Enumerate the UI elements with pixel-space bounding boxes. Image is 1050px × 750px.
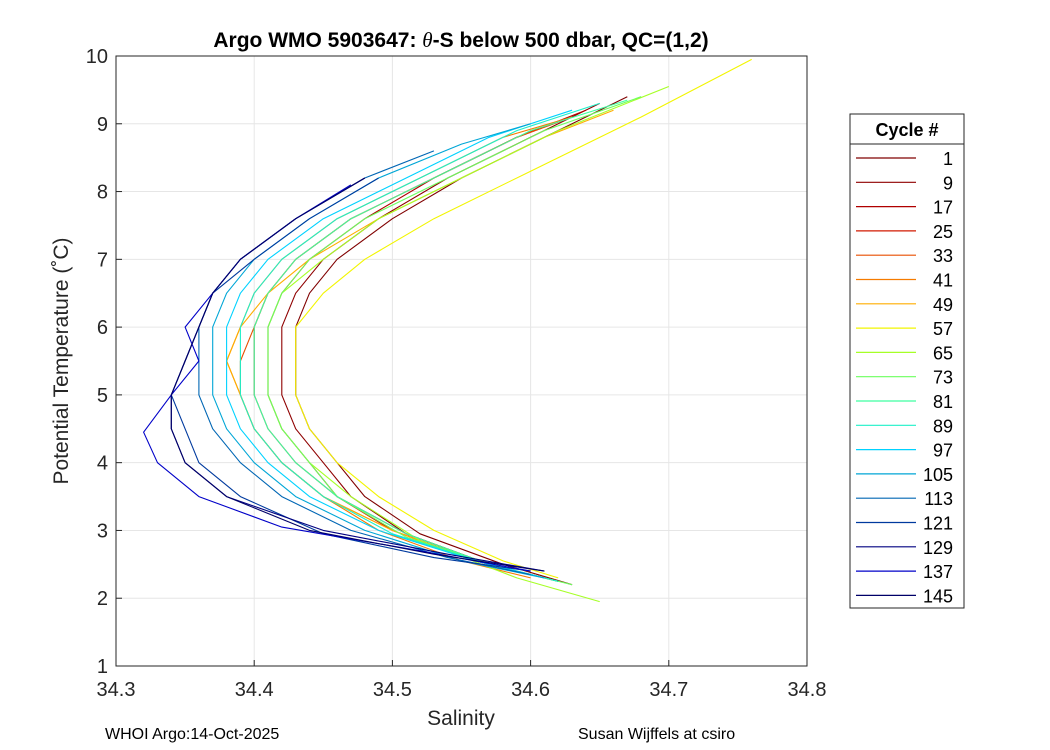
legend-label-81: 81: [933, 392, 953, 412]
series-line-cycle-57: [295, 58, 752, 579]
series-line-cycle-145: [170, 177, 545, 572]
series-line-cycle-81: [253, 99, 628, 582]
legend-label-49: 49: [933, 295, 953, 315]
legend-label-105: 105: [923, 465, 953, 485]
y-tick-label: 7: [97, 249, 108, 271]
legend-label-25: 25: [933, 222, 953, 242]
series-layer: [143, 58, 752, 603]
x-tick-label: 34.7: [649, 679, 688, 701]
legend-label-1: 1: [943, 149, 953, 169]
legend-label-41: 41: [933, 271, 953, 291]
y-tick-label: 10: [86, 46, 108, 68]
title-suffix: -S below 500 dbar, QC=(1,2): [433, 29, 709, 52]
series-line-cycle-97: [226, 109, 573, 579]
legend-box: [849, 113, 965, 609]
grid: [115, 55, 808, 667]
y-tick-label: 1: [97, 656, 108, 678]
legend-label-57: 57: [933, 319, 953, 339]
legend-label-89: 89: [933, 416, 953, 436]
axes-box: [115, 55, 808, 667]
y-tick-label: 6: [97, 317, 108, 339]
footer-left: WHOI Argo:14-Oct-2025: [105, 726, 280, 743]
chart-title: Argo WMO 5903647: θ-S below 500 dbar, QC…: [213, 28, 708, 52]
x-tick-label: 34.5: [373, 679, 412, 701]
series-line-cycle-73: [267, 96, 642, 586]
legend-label-129: 129: [923, 538, 953, 558]
y-axis-label: Potential Temperature (˚C): [50, 237, 73, 484]
title-theta: θ: [422, 28, 432, 52]
y-tick-label: 5: [97, 385, 108, 407]
legend-entries: 1 9 17 25 33 41 49 57 65 73 81 89 97 105 113 121 129 137 1…: [856, 149, 953, 606]
y-tick-label: 8: [97, 182, 108, 204]
footer-right: Susan Wijffels at csiro: [578, 726, 736, 743]
legend-label-73: 73: [933, 368, 953, 388]
y-tick-label: 9: [97, 114, 108, 136]
x-tick-label: 34.6: [511, 679, 550, 701]
legend-label-9: 9: [943, 173, 953, 193]
y-tick-label: 3: [97, 520, 108, 542]
series-line-cycle-89: [239, 102, 600, 582]
plot-area: [116, 56, 807, 666]
legend-label-113: 113: [924, 489, 953, 509]
legend: Cycle # 1 9 17 25 33 41 49 57 65 73 81 89 97 105 113 12…: [849, 113, 965, 609]
axis-ticks: 34.3 34.4 34.5 34.6 34.7 34.8 1 2 3 4 5 6 7 8 9 10: [86, 46, 827, 701]
x-axis-label: Salinity: [427, 707, 495, 730]
series-line-cycle-9: [281, 102, 600, 582]
legend-label-17: 17: [933, 198, 953, 218]
legend-label-137: 137: [923, 562, 953, 582]
x-tick-label: 34.8: [788, 679, 827, 701]
y-tick-label: 2: [97, 588, 108, 610]
legend-label-65: 65: [933, 343, 953, 363]
legend-label-33: 33: [933, 246, 953, 266]
x-tick-label: 34.4: [235, 679, 274, 701]
legend-label-97: 97: [933, 441, 953, 461]
x-tick-label: 34.3: [97, 679, 136, 701]
y-tick-label: 4: [97, 453, 108, 475]
legend-label-145: 145: [923, 586, 953, 606]
title-prefix: Argo WMO 5903647:: [213, 29, 422, 52]
legend-label-121: 121: [923, 514, 953, 534]
legend-title: Cycle #: [875, 120, 938, 140]
